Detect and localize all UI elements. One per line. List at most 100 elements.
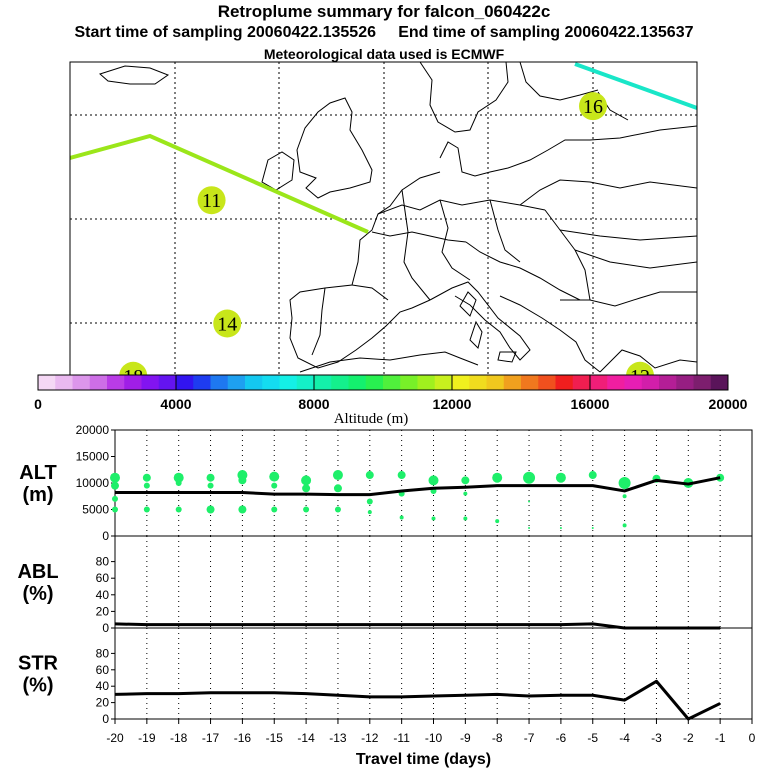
- x-tick-label: -7: [524, 731, 535, 745]
- map-marker-18: 18: [119, 361, 148, 388]
- colorbar-tick-label: 0: [34, 396, 42, 412]
- plume-track-cyan: [574, 62, 697, 110]
- altitude-dot: [367, 510, 372, 515]
- colorbar-cell: [193, 375, 211, 390]
- colorbar-label: Altitude (m): [334, 411, 409, 427]
- y-tick-label: 0: [102, 621, 109, 635]
- x-tick-label: -1: [715, 731, 726, 745]
- altitude-dot: [523, 471, 536, 484]
- colorbar-cell: [89, 375, 108, 390]
- x-tick-label: -10: [425, 731, 443, 745]
- altitude-dot: [110, 472, 120, 483]
- altitude-dot: [302, 484, 311, 493]
- time-series-panels: 05000100001500020000ALT(m)020406080ABL(%…: [17, 423, 755, 768]
- met-data-label: Meteorological data used is ECMWF: [263, 46, 505, 62]
- y-axis-unit: (%): [22, 675, 53, 697]
- y-tick-label: 20000: [76, 423, 110, 437]
- y-tick-label: 80: [96, 646, 110, 660]
- x-tick-label: -12: [361, 731, 379, 745]
- colorbar-cell: [659, 375, 677, 390]
- x-tick-label: -13: [329, 731, 347, 745]
- y-tick-label: 80: [96, 555, 110, 569]
- altitude-dot: [366, 498, 373, 505]
- altitude-dot: [588, 471, 597, 480]
- colorbar-cell: [210, 375, 229, 390]
- y-tick-label: 60: [96, 571, 110, 585]
- start-time-label: Start time of sampling 20060422.135526: [74, 24, 377, 41]
- altitude-dot: [271, 482, 278, 489]
- x-tick-label: -8: [492, 731, 503, 745]
- altitude-dot: [495, 519, 500, 524]
- colorbar-cell: [676, 375, 694, 390]
- series-line-abl: [114, 622, 721, 630]
- coastlines: [99, 62, 697, 373]
- panel-alt: 0 5000 10000 15000 20000 ALT(m): [19, 423, 753, 543]
- colorbar-tick-label: 12000: [433, 396, 472, 412]
- colorbar-cell: [434, 375, 453, 390]
- altitude-dot: [303, 506, 310, 513]
- y-axis-title: ALT: [19, 462, 56, 484]
- x-tick-label: -20: [106, 731, 124, 745]
- marker-circle: [579, 92, 607, 121]
- marker-circle: [197, 186, 226, 215]
- colorbar-cells: [38, 375, 729, 390]
- x-axis-title: Travel time (days): [356, 751, 491, 768]
- colorbar-cell: [693, 375, 712, 390]
- colorbar-cell: [469, 375, 487, 390]
- colorbar-cell: [348, 375, 367, 390]
- altitude-dot: [365, 471, 374, 480]
- altitude-dot: [334, 506, 341, 513]
- x-tick-label: -6: [556, 731, 567, 745]
- y-tick-label: 60: [96, 663, 110, 677]
- colorbar-cell: [72, 375, 91, 390]
- x-tick-label: -15: [266, 731, 284, 745]
- colorbar-tick-label: 20000: [709, 396, 748, 412]
- altitude-dot: [528, 527, 531, 530]
- altitude-dot: [175, 480, 182, 486]
- y-tick-label: 40: [96, 588, 110, 602]
- colorbar-ticks: 0 4000 8000 12000 16000 20000: [34, 375, 748, 412]
- altitude-dot: [399, 515, 404, 520]
- altitude-dot: [428, 475, 439, 486]
- altitude-dot: [333, 484, 342, 493]
- y-tick-label: 5000: [82, 503, 109, 517]
- series-line-str: [114, 679, 721, 721]
- colorbar-cell: [245, 375, 263, 390]
- colorbar-tick-label: 16000: [571, 396, 610, 412]
- colorbar-cell: [124, 375, 142, 390]
- altitude-dot: [397, 471, 406, 480]
- altitude-dot: [112, 506, 118, 513]
- altitude-dot: [559, 527, 562, 530]
- altitude-dot: [173, 472, 184, 483]
- map-marker-11: 11: [197, 186, 226, 215]
- altitude-dot: [206, 505, 215, 514]
- x-tick-label: 0: [749, 731, 756, 745]
- x-tick-label: -9: [460, 731, 471, 745]
- colorbar-cell: [314, 375, 332, 390]
- x-tick-label: -14: [297, 731, 315, 745]
- altitude-dot: [142, 473, 151, 482]
- altitude-dot: [591, 527, 594, 530]
- altitude-dot: [528, 500, 531, 503]
- x-tick-label: -2: [683, 731, 694, 745]
- marker-label: 18: [123, 366, 143, 388]
- altitude-dot: [332, 470, 343, 481]
- map-marker-16: 16: [579, 92, 607, 121]
- panel-abl: 0 20 40 60 80 ABL(%): [17, 535, 753, 635]
- altitude-colorbar: 0 4000 8000 12000 16000 20000 Altitude (m): [34, 374, 748, 427]
- colorbar-cell: [279, 375, 298, 390]
- colorbar-cell: [572, 375, 591, 390]
- y-tick-label: 10000: [76, 476, 110, 490]
- marker-circle: [119, 361, 148, 375]
- colorbar-cell: [521, 375, 539, 390]
- x-tick-label: -5: [587, 731, 598, 745]
- y-axis-unit: (%): [22, 583, 53, 605]
- altitude-dot: [175, 506, 182, 513]
- marker-label: 12: [630, 366, 650, 388]
- altitude-dot: [622, 494, 627, 499]
- series-line-alt: [115, 476, 721, 497]
- altitude-dot: [238, 505, 247, 514]
- altitude-dot: [143, 482, 150, 489]
